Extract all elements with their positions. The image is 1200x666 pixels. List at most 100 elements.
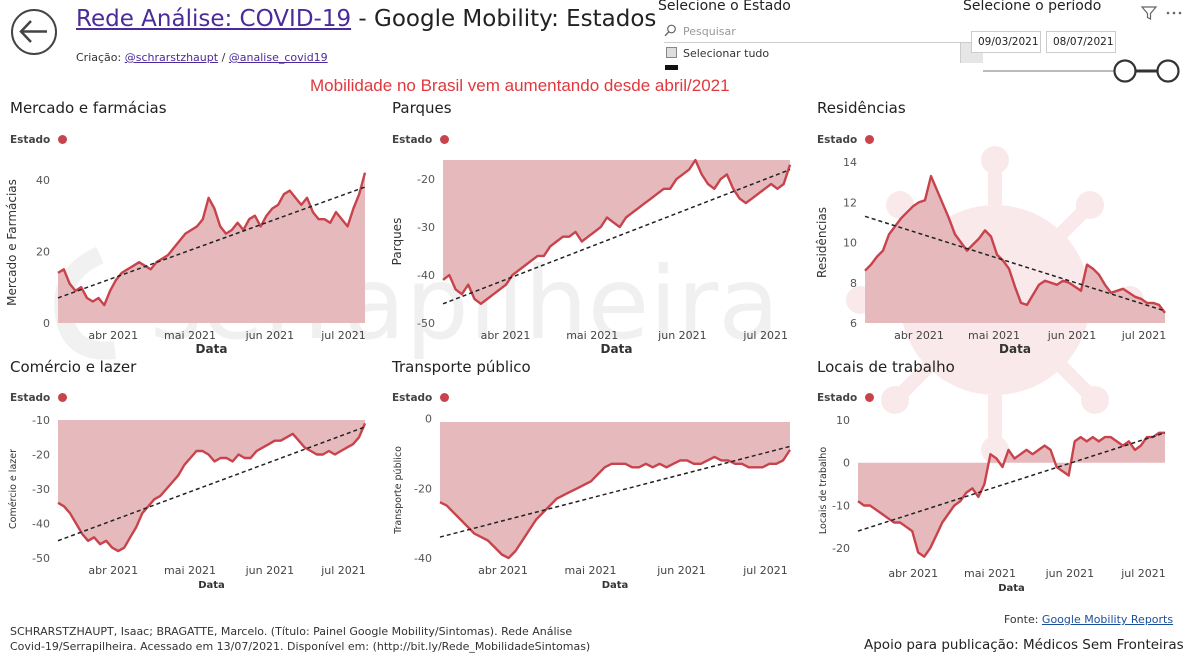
credits: Criação: @schrarstzhaupt / @analise_covi… [76,51,328,64]
x-axis-title: Data [601,342,633,356]
y-tick-label: 0 [425,413,432,426]
x-tick-label: jul 2021 [742,329,788,342]
area-fill [440,422,790,558]
source-link[interactable]: Google Mobility Reports [1041,613,1174,626]
state-filter-title: Selecione o Estado [658,0,791,14]
x-axis-title: Data [196,342,228,356]
area-fill [58,420,365,552]
select-all-checkbox[interactable] [666,47,677,58]
y-axis-title: Mercado e Farmácias [5,179,19,306]
chart-trabalho[interactable]: -20 -10 0 10 abr 2021 mai 2021 jun 2021 jul 202… [810,408,1190,593]
period-filter-title: Selecione o período [963,0,1102,14]
x-axis-title: Data [998,583,1025,593]
legend-transporte: Estado [392,392,450,404]
filter-icon[interactable] [1140,4,1158,22]
credit-link-author[interactable]: @schrarstzhaupt [124,51,219,64]
x-tick-label: jun 2021 [656,564,706,577]
select-all-option[interactable]: Selecionar tudo [666,47,769,60]
y-tick-label: -10 [832,499,850,512]
start-date-input[interactable]: 09/03/2021 [971,31,1041,53]
search-underline [664,42,984,43]
trend-line [442,168,791,305]
chart-title-trabalho: Locais de trabalho [817,358,955,376]
chart-title-parques: Parques [392,99,452,117]
more-options-icon[interactable] [1165,4,1183,22]
search-placeholder: Pesquisar [683,25,736,38]
x-tick-label: jul 2021 [742,564,788,577]
chart-transporte[interactable]: -40 -20 0 abr 2021 mai 2021 jun 2021 jul 2021 D… [385,408,795,593]
legend-dot[interactable] [440,393,450,402]
trend-line [857,432,1166,532]
chart-title-transporte: Transporte público [392,358,531,376]
y-tick-label: -10 [32,414,50,427]
legend-parques: Estado [392,134,450,146]
legend-label: Estado [10,134,51,146]
y-tick-label: 40 [36,174,50,187]
series-line[interactable] [442,158,792,305]
page-title: Rede Análise: COVID-19 - Google Mobility… [76,6,656,32]
x-axis-title: Data [198,580,225,591]
title-link[interactable]: Rede Análise: COVID-19 [76,6,352,32]
x-tick-label: mai 2021 [964,567,1016,580]
legend-trabalho: Estado [817,392,875,404]
chart-mercado[interactable]: 0 20 40 abr 2021 mai 2021 jun 2021 jul 2021 Dat… [0,150,380,360]
y-axis-title: Transporte público [393,446,404,535]
x-tick-label: mai 2021 [164,564,216,577]
state-search-input[interactable]: Pesquisar [664,24,984,43]
y-tick-label: -40 [32,518,50,531]
series-line[interactable] [857,431,1165,558]
series-line[interactable] [57,422,367,553]
y-tick-label: 10 [836,414,850,427]
x-axis-title: Data [999,342,1031,356]
x-tick-label: mai 2021 [968,329,1020,342]
period-slider[interactable] [980,58,1180,84]
chart-parques[interactable]: -50 -40 -30 -20 abr 2021 mai 2021 jun 2021 jul … [385,150,795,360]
legend-mercado: Estado [10,134,68,146]
chart-comercio[interactable]: -50 -40 -30 -20 -10 abr 2021 mai 2021 jun 2021 j… [0,408,380,593]
chart-residencias[interactable]: 6 8 10 12 14 abr 2021 mai 2021 jun 2021 jul 2021… [810,150,1190,360]
y-tick-label: -40 [417,269,435,282]
legend-dot[interactable] [865,135,875,144]
legend-label: Estado [392,392,433,404]
y-axis-title: Residências [815,207,829,278]
search-icon [664,24,676,37]
legend-dot[interactable] [58,135,68,144]
credits-separator: / [218,51,229,64]
legend-label: Estado [10,392,51,404]
citation-text: SCHRARSTZHAUPT, Isaac; BRAGATTE, Marcelo… [10,625,591,653]
trend-line [439,445,791,538]
y-axis-title: Parques [390,218,404,266]
y-tick-label: -50 [417,317,435,330]
series-line[interactable] [864,174,1166,314]
x-tick-label: jun 2021 [245,564,295,577]
chart-title-mercado: Mercado e farmácias [10,99,167,117]
legend-label: Estado [817,134,858,146]
x-tick-label: mai 2021 [564,564,616,577]
y-tick-label: -20 [32,449,50,462]
y-tick-label: 12 [843,196,857,209]
y-tick-label: -20 [414,482,432,495]
y-tick-label: -30 [417,221,435,234]
x-tick-label: abr 2021 [88,329,138,342]
chart-title-comercio: Comércio e lazer [10,358,137,376]
legend-comercio: Estado [10,392,68,404]
legend-dot[interactable] [58,393,68,402]
y-tick-label: 8 [850,277,857,290]
series-line[interactable] [57,172,367,307]
x-tick-label: jul 2021 [1121,329,1167,342]
x-tick-label: abr 2021 [481,329,531,342]
select-all-label: Selecionar tudo [683,47,770,60]
legend-dot[interactable] [865,393,875,402]
x-tick-label: jun 2021 [1045,567,1095,580]
x-tick-label: jun 2021 [245,329,295,342]
x-tick-label: jul 2021 [1120,567,1166,580]
back-button[interactable] [11,9,57,55]
legend-dot[interactable] [440,135,450,144]
end-date-input[interactable]: 08/07/2021 [1046,31,1116,53]
legend-label: Estado [817,392,858,404]
credit-link-network[interactable]: @analise_covid19 [228,51,328,64]
y-tick-label: 10 [843,237,857,250]
chart-title-residencias: Residências [817,99,906,117]
support-text: Apoio para publicação: Médicos Sem Front… [864,637,1184,653]
x-tick-label: jul 2021 [320,564,366,577]
